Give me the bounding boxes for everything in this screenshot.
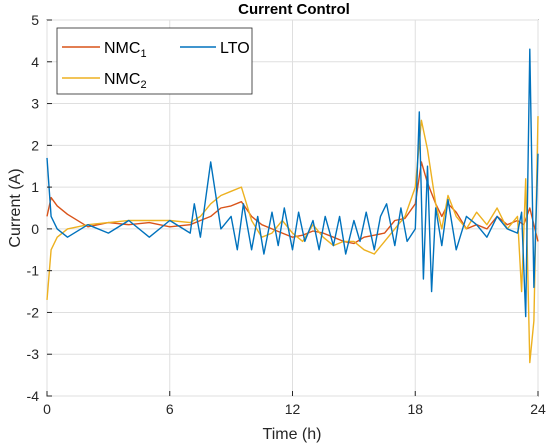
y-tick-label: -3 [27, 346, 40, 362]
y-tick-label: 2 [31, 137, 39, 153]
x-tick-label: 24 [530, 401, 546, 417]
x-tick-label: 0 [43, 401, 51, 417]
x-tick-label: 6 [166, 401, 174, 417]
legend-label-nmc2: NMC2 [104, 71, 147, 91]
x-tick-label: 18 [407, 401, 423, 417]
chart-title: Current Control [238, 1, 350, 18]
y-tick-label: -4 [27, 388, 40, 404]
x-tick-label: 12 [285, 401, 301, 417]
legend-label-nmc1: NMC1 [104, 40, 147, 60]
y-axis-label: Current (A) [7, 168, 24, 247]
y-tick-label: 1 [31, 179, 39, 195]
legend-label-lto: LTO [220, 40, 250, 57]
legend-box [56, 27, 253, 95]
y-tick-label: -2 [27, 304, 40, 320]
data-series [46, 48, 539, 364]
y-tick-label: 4 [31, 54, 39, 70]
y-tick-label: 5 [31, 12, 39, 28]
y-tick-label: 3 [31, 96, 39, 112]
y-tick-label: -1 [27, 263, 40, 279]
y-tick-label: 0 [31, 221, 39, 237]
legend: NMC1 LTO NMC2 [56, 27, 253, 95]
series-line-lto [46, 48, 539, 318]
x-axis-label: Time (h) [263, 426, 322, 443]
